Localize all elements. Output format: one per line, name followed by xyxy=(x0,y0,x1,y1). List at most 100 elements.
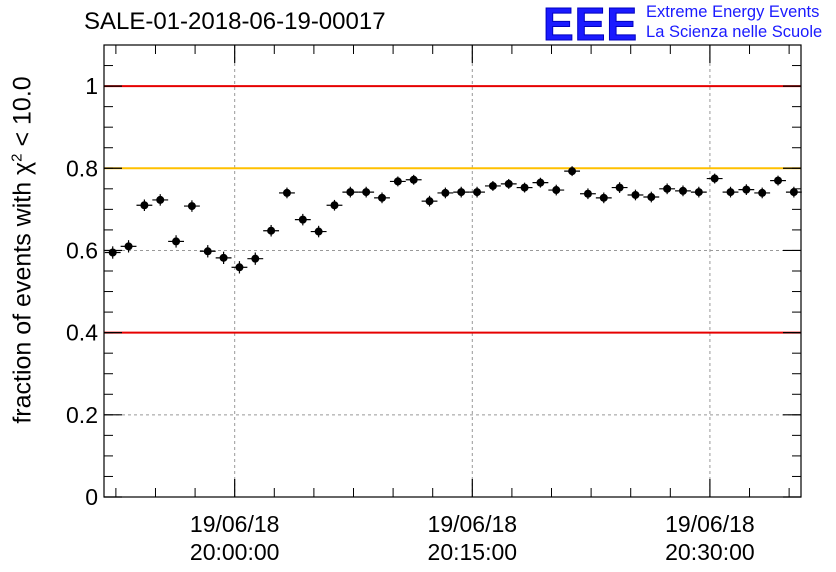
data-point xyxy=(453,186,470,198)
point-marker xyxy=(488,181,497,190)
point-marker xyxy=(330,201,339,210)
point-marker xyxy=(552,186,561,195)
point-marker xyxy=(583,189,592,198)
data-point xyxy=(738,184,755,195)
data-point xyxy=(690,186,707,198)
point-marker xyxy=(758,188,767,197)
data-point xyxy=(675,185,691,197)
point-marker xyxy=(393,177,402,186)
plot-frame xyxy=(103,44,802,498)
data-point xyxy=(469,186,485,198)
data-point xyxy=(326,199,343,211)
data-point xyxy=(183,200,200,212)
data-point xyxy=(104,246,121,259)
point-marker xyxy=(631,190,640,199)
point-marker xyxy=(789,188,798,197)
point-marker xyxy=(378,193,387,202)
data-point xyxy=(342,186,359,198)
axes: 00.20.40.60.8119/06/1820:00:0019/06/1820… xyxy=(66,44,802,565)
y-tick-label: 0.6 xyxy=(66,237,98,263)
data-point xyxy=(516,182,533,193)
point-marker xyxy=(282,188,291,197)
data-point xyxy=(580,188,596,200)
data-point xyxy=(389,176,406,187)
x-tick-label-time: 20:00:00 xyxy=(190,539,280,565)
point-marker xyxy=(568,167,577,176)
data-point xyxy=(532,177,549,188)
eee-logo: EEE Extreme Energy Events La Scienza nel… xyxy=(542,0,822,50)
data-point xyxy=(484,181,501,191)
data-point xyxy=(548,184,565,196)
data-point xyxy=(136,199,153,212)
point-marker xyxy=(726,188,735,197)
data-point xyxy=(437,187,454,199)
y-tick-label: 0.2 xyxy=(66,402,98,428)
point-marker xyxy=(425,197,434,206)
logo-line-1: Extreme Energy Events xyxy=(646,3,820,21)
data-point xyxy=(754,187,771,199)
point-marker xyxy=(235,263,244,272)
point-marker xyxy=(774,176,783,185)
point-marker xyxy=(362,188,371,197)
point-marker xyxy=(409,175,418,184)
grid xyxy=(104,45,801,498)
data-point xyxy=(659,183,676,195)
point-marker xyxy=(473,188,482,197)
x-tick-label-date: 19/06/18 xyxy=(428,511,518,537)
point-marker xyxy=(694,188,703,197)
point-marker xyxy=(346,188,355,197)
data-point xyxy=(231,261,248,274)
point-marker xyxy=(267,226,276,235)
data-point xyxy=(722,186,739,198)
point-marker xyxy=(187,202,196,211)
point-marker xyxy=(615,183,624,192)
logo-text: Extreme Energy Events La Scienza nelle S… xyxy=(646,2,822,42)
point-marker xyxy=(219,253,228,262)
data-point xyxy=(358,186,375,198)
data-point xyxy=(168,235,184,248)
y-tick-label: 0.8 xyxy=(66,155,98,181)
point-marker xyxy=(742,185,751,194)
point-marker xyxy=(172,237,181,246)
data-point xyxy=(120,240,137,253)
y-tick-label: 0 xyxy=(85,484,98,510)
point-marker xyxy=(504,179,513,188)
point-marker xyxy=(536,178,545,187)
point-marker xyxy=(314,227,323,236)
logo-line-2: La Scienza nelle Scuole xyxy=(646,23,823,41)
data-point xyxy=(627,189,644,201)
point-marker xyxy=(599,193,608,202)
point-marker xyxy=(710,174,719,183)
data-point xyxy=(706,173,723,184)
x-tick-label-date: 19/06/18 xyxy=(190,511,280,537)
point-marker xyxy=(457,188,466,197)
data-point xyxy=(643,191,660,203)
data-point xyxy=(770,175,786,186)
point-marker xyxy=(108,248,117,257)
data-point xyxy=(279,187,295,199)
point-marker xyxy=(678,186,687,195)
x-tick-label-time: 20:30:00 xyxy=(665,539,755,565)
data-point xyxy=(564,166,581,177)
logo-mark: EEE xyxy=(542,0,639,50)
data-point xyxy=(152,194,169,206)
data-point xyxy=(199,245,216,258)
data-point xyxy=(263,224,280,237)
y-tick-label: 0.4 xyxy=(66,320,98,346)
data-point xyxy=(421,195,438,207)
point-marker xyxy=(647,193,656,202)
data-point xyxy=(405,174,422,185)
reference-lines xyxy=(104,85,801,334)
data-points xyxy=(104,166,802,274)
point-marker xyxy=(203,247,212,256)
data-point xyxy=(595,192,612,204)
data-point xyxy=(310,225,327,238)
point-marker xyxy=(251,254,260,263)
point-marker xyxy=(156,195,165,204)
point-marker xyxy=(124,242,133,251)
x-tick-label-date: 19/06/18 xyxy=(665,511,755,537)
data-point xyxy=(294,213,311,226)
y-tick-label: 1 xyxy=(85,73,98,99)
point-marker xyxy=(298,215,307,224)
